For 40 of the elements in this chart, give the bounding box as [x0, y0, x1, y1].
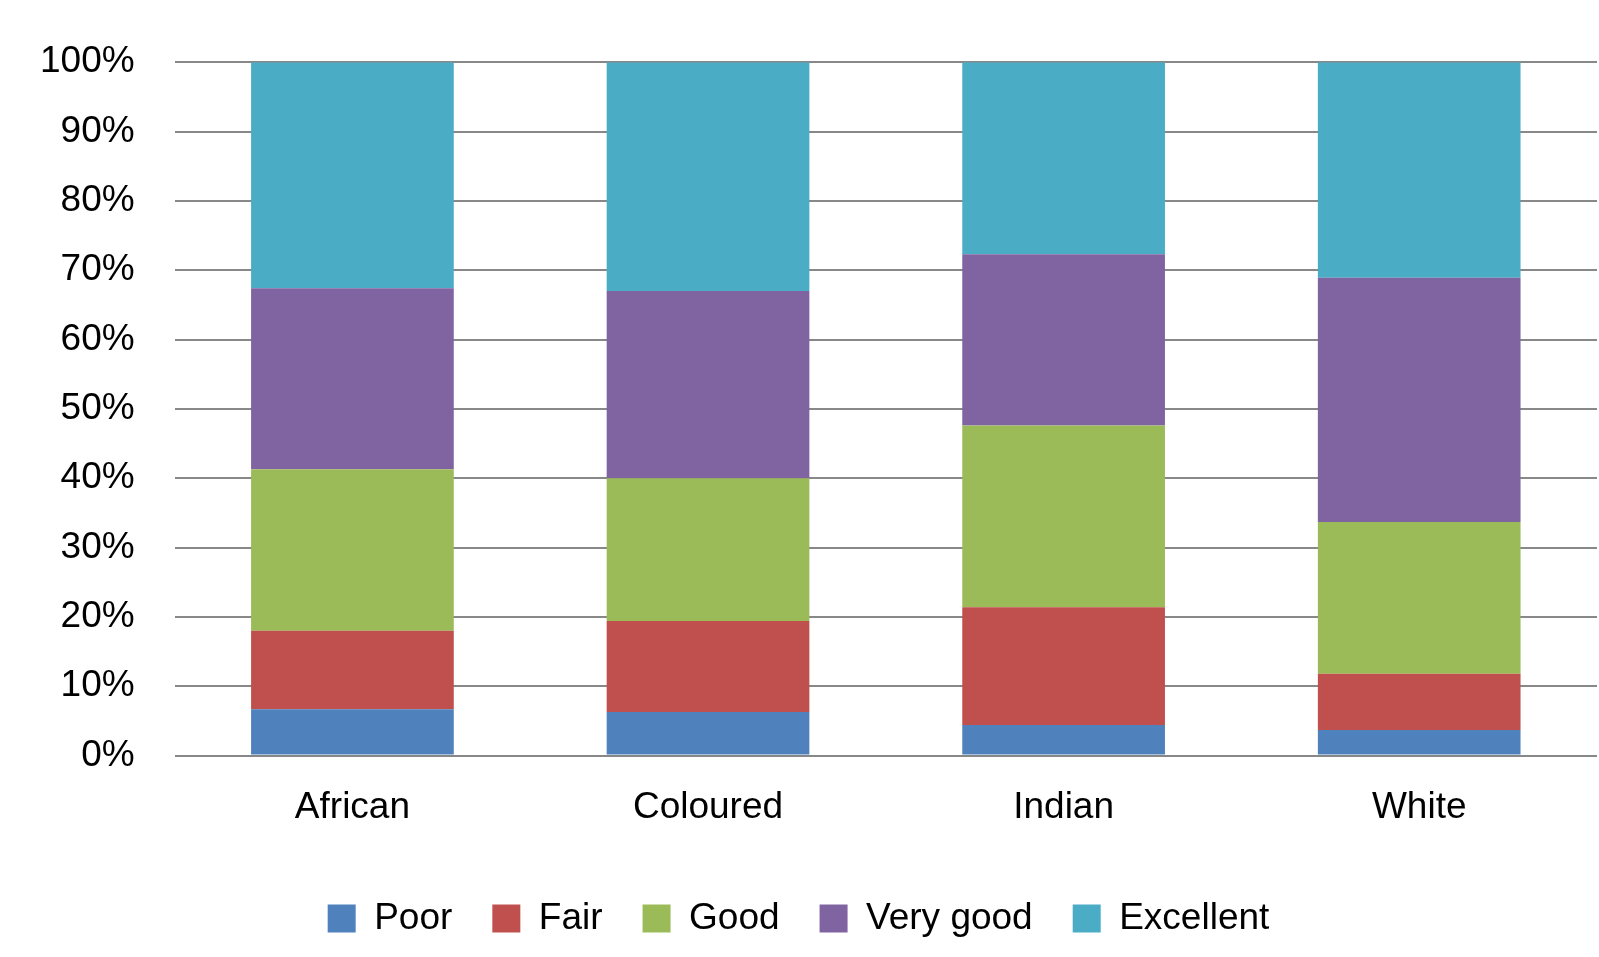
y-tick-label: 90% — [60, 108, 135, 150]
y-tick-label: 10% — [60, 663, 135, 705]
bar — [962, 425, 1165, 608]
bar — [251, 62, 454, 289]
bar — [1317, 729, 1521, 755]
y-tick-label: 40% — [60, 455, 135, 497]
y-tick-label: 100% — [39, 39, 135, 81]
y-tick-label: 80% — [60, 178, 135, 220]
y-tick-label: 60% — [60, 316, 135, 358]
y-tick-label: 20% — [60, 594, 135, 636]
bar — [962, 62, 1165, 255]
y-tick-label: 0% — [81, 732, 135, 774]
x-tick-label: White — [1371, 785, 1467, 826]
bar — [606, 62, 810, 292]
bar — [962, 254, 1165, 426]
bar — [251, 709, 454, 755]
x-tick-label: African — [294, 785, 411, 826]
bar — [1317, 277, 1521, 522]
bar — [962, 607, 1165, 726]
bar — [251, 288, 454, 470]
x-tick-label: Indian — [1013, 785, 1115, 826]
y-tick-label: 30% — [60, 524, 135, 566]
legend-label: Very good — [866, 895, 1033, 937]
legend-label: Fair — [538, 895, 603, 937]
bar — [1317, 521, 1521, 674]
x-tick-label: Coloured — [632, 785, 784, 826]
bar — [606, 291, 810, 479]
legend-label: Poor — [374, 895, 453, 937]
bar — [606, 621, 810, 712]
bar — [1317, 62, 1521, 278]
bar — [1317, 673, 1521, 730]
bar — [251, 469, 454, 631]
legend-label: Good — [689, 895, 780, 937]
bar — [606, 711, 810, 755]
y-tick-label: 70% — [60, 247, 135, 289]
legend-label: Excellent — [1119, 895, 1271, 937]
bar — [962, 725, 1165, 755]
bar — [251, 630, 454, 710]
y-tick-label: 50% — [60, 386, 135, 428]
bar — [606, 478, 810, 622]
